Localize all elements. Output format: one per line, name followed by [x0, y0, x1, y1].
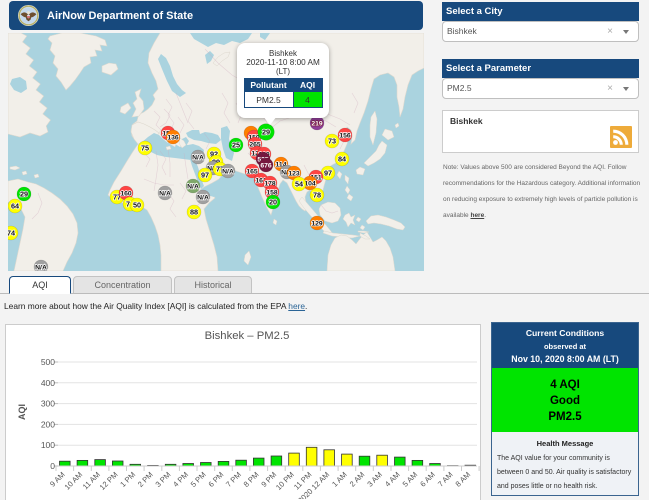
- svg-text:73: 73: [328, 136, 336, 145]
- svg-text:88: 88: [190, 207, 198, 216]
- svg-text:114: 114: [276, 161, 287, 168]
- svg-text:AQI: AQI: [17, 404, 27, 420]
- svg-text:92: 92: [210, 149, 218, 158]
- svg-text:8 PM: 8 PM: [242, 470, 261, 489]
- svg-text:64: 64: [11, 201, 20, 210]
- svg-text:97: 97: [201, 170, 209, 179]
- svg-text:3 PM: 3 PM: [154, 470, 173, 489]
- svg-text:5 PM: 5 PM: [189, 470, 208, 489]
- svg-text:1 AM: 1 AM: [330, 470, 349, 489]
- svg-text:178: 178: [264, 180, 276, 187]
- svg-text:N/A: N/A: [159, 190, 171, 197]
- svg-text:N/A: N/A: [197, 194, 209, 201]
- svg-text:165: 165: [246, 168, 258, 175]
- svg-text:300: 300: [41, 399, 55, 409]
- svg-text:2 PM: 2 PM: [136, 470, 155, 489]
- svg-text:160: 160: [120, 190, 132, 197]
- svg-text:151: 151: [310, 174, 322, 181]
- svg-text:77: 77: [216, 164, 224, 173]
- svg-text:29: 29: [262, 127, 270, 136]
- svg-text:77: 77: [113, 192, 121, 201]
- svg-text:8 AM: 8 AM: [454, 470, 473, 489]
- svg-text:75: 75: [141, 143, 149, 152]
- svg-text:7 AM: 7 AM: [436, 470, 455, 489]
- svg-text:200: 200: [41, 419, 55, 429]
- svg-text:54: 54: [295, 179, 304, 188]
- svg-text:129: 129: [311, 220, 323, 227]
- svg-text:676: 676: [260, 162, 272, 169]
- svg-text:12 PM: 12 PM: [98, 470, 120, 492]
- svg-text:104: 104: [304, 180, 316, 187]
- svg-text:N/A: N/A: [35, 264, 47, 271]
- svg-text:97: 97: [324, 168, 332, 177]
- svg-text:84: 84: [338, 154, 347, 163]
- svg-text:5 AM: 5 AM: [401, 470, 420, 489]
- svg-text:20: 20: [269, 197, 277, 206]
- svg-text:6 AM: 6 AM: [418, 470, 437, 489]
- svg-text:136: 136: [167, 134, 179, 141]
- svg-text:29: 29: [20, 189, 28, 198]
- svg-text:N/A: N/A: [187, 183, 199, 190]
- svg-text:100: 100: [41, 440, 55, 450]
- svg-text:123: 123: [288, 170, 300, 177]
- svg-text:78: 78: [313, 190, 321, 199]
- svg-text:219: 219: [311, 120, 323, 127]
- svg-text:6 PM: 6 PM: [207, 470, 226, 489]
- svg-text:10 PM: 10 PM: [274, 470, 296, 492]
- svg-text:25: 25: [232, 140, 240, 149]
- svg-text:2 AM: 2 AM: [348, 470, 367, 489]
- svg-text:71: 71: [126, 199, 134, 208]
- svg-text:50: 50: [133, 200, 141, 209]
- svg-text:161: 161: [255, 177, 267, 184]
- svg-text:0: 0: [50, 461, 55, 471]
- svg-text:74: 74: [8, 228, 16, 237]
- svg-text:500: 500: [41, 357, 55, 367]
- svg-text:N/A: N/A: [192, 154, 204, 161]
- svg-text:10 AM: 10 AM: [63, 470, 85, 492]
- svg-text:156: 156: [339, 132, 351, 139]
- svg-text:7 PM: 7 PM: [224, 470, 243, 489]
- svg-text:1 PM: 1 PM: [118, 470, 137, 489]
- svg-text:N/A: N/A: [222, 168, 234, 175]
- svg-text:3 AM: 3 AM: [365, 470, 384, 489]
- svg-text:265: 265: [249, 141, 261, 148]
- svg-text:Bishkek – PM2.5: Bishkek – PM2.5: [205, 330, 290, 342]
- svg-text:4 AM: 4 AM: [383, 470, 402, 489]
- svg-text:4 PM: 4 PM: [171, 470, 190, 489]
- svg-text:400: 400: [41, 378, 55, 388]
- svg-text:158: 158: [266, 189, 278, 196]
